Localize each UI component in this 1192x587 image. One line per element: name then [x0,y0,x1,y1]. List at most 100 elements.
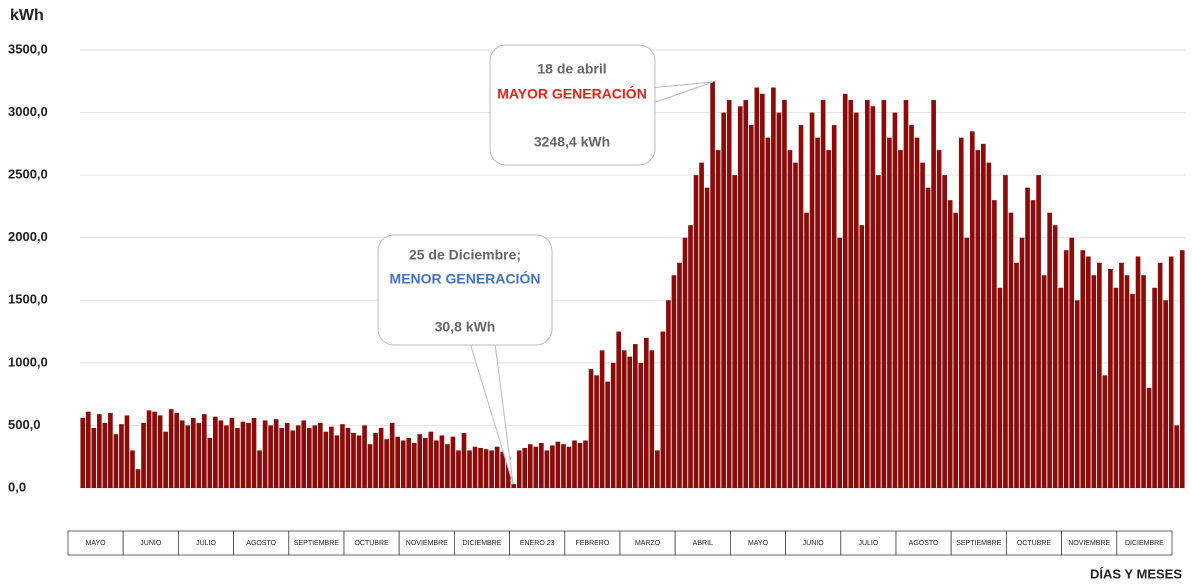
bar [1091,275,1097,488]
bar [400,440,406,488]
bar [566,446,572,488]
bar [981,143,986,488]
bar [1019,237,1025,488]
bar [411,442,417,488]
bar [627,356,633,488]
bar [870,106,876,489]
bar [544,450,550,488]
callout-date: 25 de Diciembre; [409,247,521,263]
bar [251,417,257,488]
bar [318,422,323,488]
month-label: MAYO [748,540,769,547]
bar [351,432,356,488]
month-box [950,530,1007,556]
y-tick-label: 3000,0 [8,104,48,119]
bar [113,434,119,488]
bar [185,425,191,488]
bar [201,414,207,488]
bar [108,412,113,488]
bar [599,350,605,488]
y-axis-label: kWh [10,7,44,24]
month-label: AGOSTO [246,540,276,547]
month-box [67,530,124,556]
bar [284,422,290,488]
bar [533,446,539,488]
month-box [674,530,731,556]
bar [1108,269,1113,488]
y-tick-label: 1000,0 [8,354,48,369]
bar [1003,175,1008,488]
bar [500,451,505,488]
bar [997,287,1003,488]
month-label: AGOSTO [909,540,939,547]
bar [986,162,992,488]
bar [1179,250,1185,488]
bar [1119,262,1124,488]
bar [306,427,312,488]
bar [378,427,384,488]
bar [1014,262,1019,488]
bar [428,431,434,488]
bar [881,100,887,489]
bar [461,432,467,488]
bar [914,137,920,488]
bar [638,362,644,488]
bar [737,106,743,489]
bar [80,417,86,488]
month-box [730,530,787,556]
bar [898,150,903,488]
bar [539,442,544,488]
bar [925,187,931,488]
bar [290,430,296,488]
bar [975,150,981,488]
bar [257,450,262,488]
bar [130,450,135,488]
month-box [785,530,842,556]
bar [494,446,500,488]
bar [643,337,649,488]
bar [594,375,599,488]
bar [1069,237,1075,488]
bar [102,422,108,488]
bar [964,237,970,488]
bar [969,131,975,489]
y-tick-label: 2000,0 [8,229,48,244]
bar [760,93,765,489]
bar [511,484,517,488]
month-label: JUNIO [803,540,825,547]
bar [262,420,268,488]
bar [572,440,577,488]
bar [124,415,130,488]
bar [782,100,787,489]
bar [295,425,301,488]
bar [876,175,881,488]
bar [605,381,610,488]
bar [666,300,671,488]
callout-date: 18 de abril [537,61,606,77]
x-axis-label: DÍAS Y MESES [1090,566,1182,581]
bar [373,432,378,488]
bar [1163,300,1168,488]
bar [1152,287,1157,488]
bar [1102,375,1108,488]
month-label: OCTUBRE [354,540,389,547]
bar [693,175,699,488]
bar [522,447,528,488]
bar [953,212,959,488]
month-label: JULIO [858,540,878,547]
bar [218,420,224,488]
bar [356,435,362,488]
bar [190,417,196,488]
bar [1124,275,1130,488]
bar [434,440,439,488]
bar [1130,294,1135,488]
bar [323,431,329,488]
bar [920,162,925,488]
y-tick-label: 1500,0 [8,292,48,307]
month-label: MAYO [86,540,107,547]
bar [207,437,213,488]
bar [478,447,483,488]
month-box [840,530,897,556]
bars [80,81,1185,489]
